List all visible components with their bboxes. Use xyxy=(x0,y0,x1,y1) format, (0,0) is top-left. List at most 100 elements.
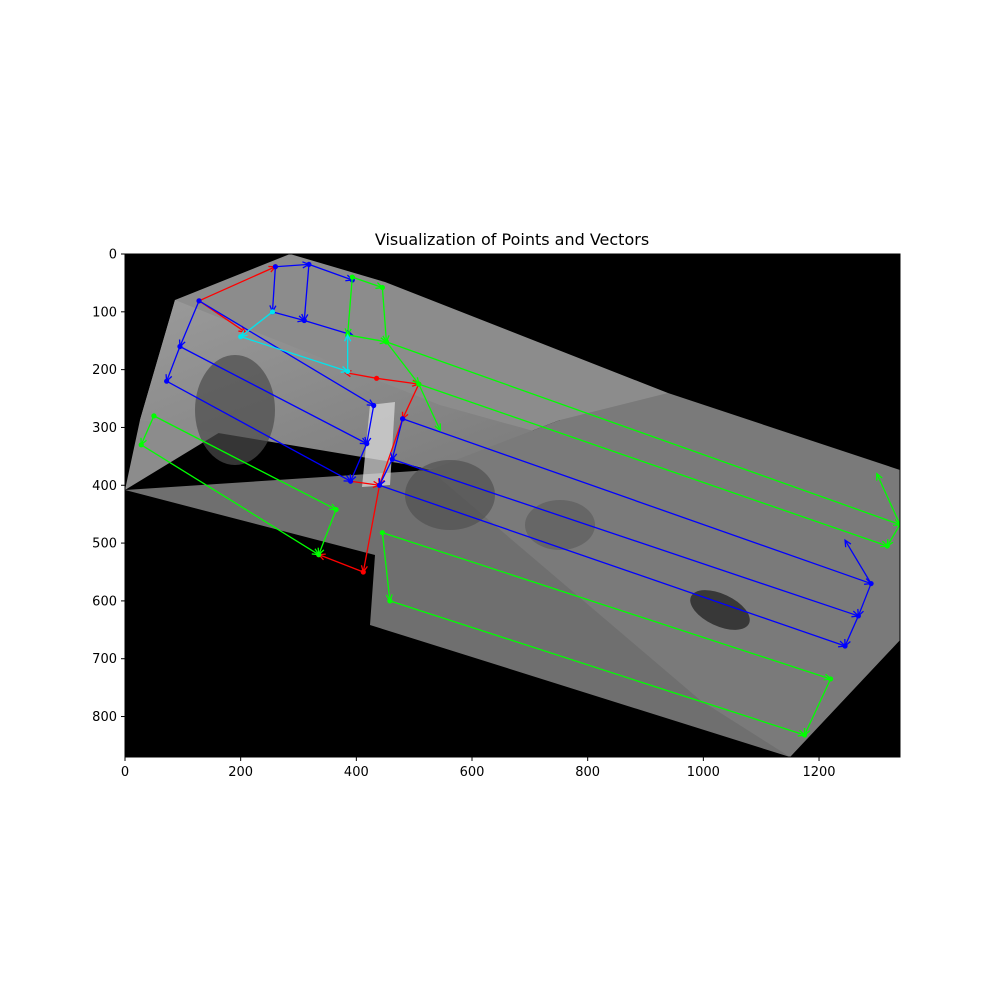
blue-vector xyxy=(304,319,353,336)
green-point xyxy=(349,274,355,280)
blue-vector xyxy=(166,346,181,382)
green-point xyxy=(897,521,900,528)
blue-point xyxy=(400,416,406,422)
blue-vector xyxy=(391,418,404,460)
blue-vector xyxy=(402,418,872,585)
x-axis: 0 200 400 600 800 1000 1200 xyxy=(121,757,836,780)
plot-frame xyxy=(124,253,901,758)
x-tick-label: 200 xyxy=(228,765,253,780)
blue-point xyxy=(371,402,377,409)
blue-point xyxy=(855,613,861,619)
green-point xyxy=(416,381,422,387)
green-point xyxy=(138,442,144,448)
green-vector xyxy=(803,678,832,736)
y-axis: 0 100 200 300 400 500 600 700 800 xyxy=(92,248,125,725)
cyan-point xyxy=(345,368,351,374)
blue-vector xyxy=(391,458,859,617)
blue-point xyxy=(389,456,395,462)
cyan-vector xyxy=(240,311,273,338)
y-tick-label: 0 xyxy=(109,248,117,263)
blue-point xyxy=(306,261,312,268)
blue-vector xyxy=(857,583,872,617)
green-point xyxy=(379,284,385,291)
y-tick-label: 200 xyxy=(92,363,117,378)
red-vector xyxy=(318,554,364,573)
blue-point xyxy=(301,317,307,324)
green-series xyxy=(138,274,900,738)
blue-vector xyxy=(179,300,200,347)
green-vector xyxy=(886,524,900,547)
blue-vector xyxy=(379,484,846,647)
blue-vector xyxy=(303,264,310,321)
cyan-series xyxy=(238,309,352,374)
x-tick-label: 400 xyxy=(344,765,369,780)
blue-point xyxy=(842,643,848,649)
red-point xyxy=(373,375,380,381)
green-vector-arrowhead xyxy=(892,519,900,526)
blue-point xyxy=(347,478,354,484)
photo-upper-panel xyxy=(125,254,668,490)
red-vector xyxy=(198,266,276,302)
green-vector xyxy=(389,600,805,736)
green-vector xyxy=(140,415,155,446)
green-point xyxy=(884,543,890,549)
green-vector xyxy=(352,276,383,289)
green-point xyxy=(379,530,385,536)
photo-tree-center xyxy=(405,460,495,530)
photo-right-panel xyxy=(430,393,900,757)
y-tick-label: 400 xyxy=(92,479,117,494)
blue-vector xyxy=(272,311,305,322)
green-point xyxy=(383,339,390,345)
cyan-vector xyxy=(240,336,348,372)
green-vector xyxy=(347,334,387,343)
green-point xyxy=(151,413,157,419)
blue-vector xyxy=(366,405,375,444)
red-vector-arrowhead xyxy=(238,325,247,333)
blue-vector xyxy=(271,266,277,312)
green-vector xyxy=(418,383,441,431)
photo-car xyxy=(690,590,750,630)
green-vector xyxy=(140,444,320,556)
blue-point xyxy=(164,378,170,384)
green-vector xyxy=(385,341,420,385)
blue-series xyxy=(164,261,874,649)
blue-vector xyxy=(349,443,368,482)
green-vector xyxy=(318,509,337,555)
blue-vector xyxy=(378,458,393,486)
green-vector xyxy=(382,532,831,680)
green-vector xyxy=(418,383,888,547)
green-point xyxy=(333,506,339,513)
cyan-vector-arrowhead xyxy=(344,333,352,342)
green-vector-arrowhead xyxy=(434,423,441,432)
y-tick-label: 100 xyxy=(92,305,117,320)
red-vector xyxy=(378,418,404,486)
green-point xyxy=(827,676,834,682)
x-tick-label: 800 xyxy=(575,765,600,780)
cyan-point xyxy=(269,309,276,315)
plot-area xyxy=(124,253,901,758)
blue-vector xyxy=(179,345,368,445)
red-point xyxy=(360,569,366,575)
blue-vector xyxy=(844,615,859,647)
green-point xyxy=(801,732,808,738)
blue-point xyxy=(196,298,202,304)
green-vector xyxy=(153,415,337,511)
green-vector-arrowhead xyxy=(876,472,883,481)
blue-vector xyxy=(166,380,351,482)
blue-vector xyxy=(198,300,375,407)
y-tick-label: 300 xyxy=(92,421,117,436)
y-tick-label: 500 xyxy=(92,537,117,552)
blue-point xyxy=(868,580,874,587)
green-point xyxy=(387,598,393,604)
x-tick-label: 1200 xyxy=(802,765,835,780)
blue-vector xyxy=(308,263,353,281)
cyan-point xyxy=(238,334,244,340)
background-photo xyxy=(125,254,900,757)
x-tick-label: 600 xyxy=(460,765,485,780)
blue-point xyxy=(376,482,383,488)
blue-vector xyxy=(275,263,309,268)
x-tick-label: 1000 xyxy=(687,765,720,780)
red-vector xyxy=(362,485,381,573)
red-vector xyxy=(402,383,420,420)
